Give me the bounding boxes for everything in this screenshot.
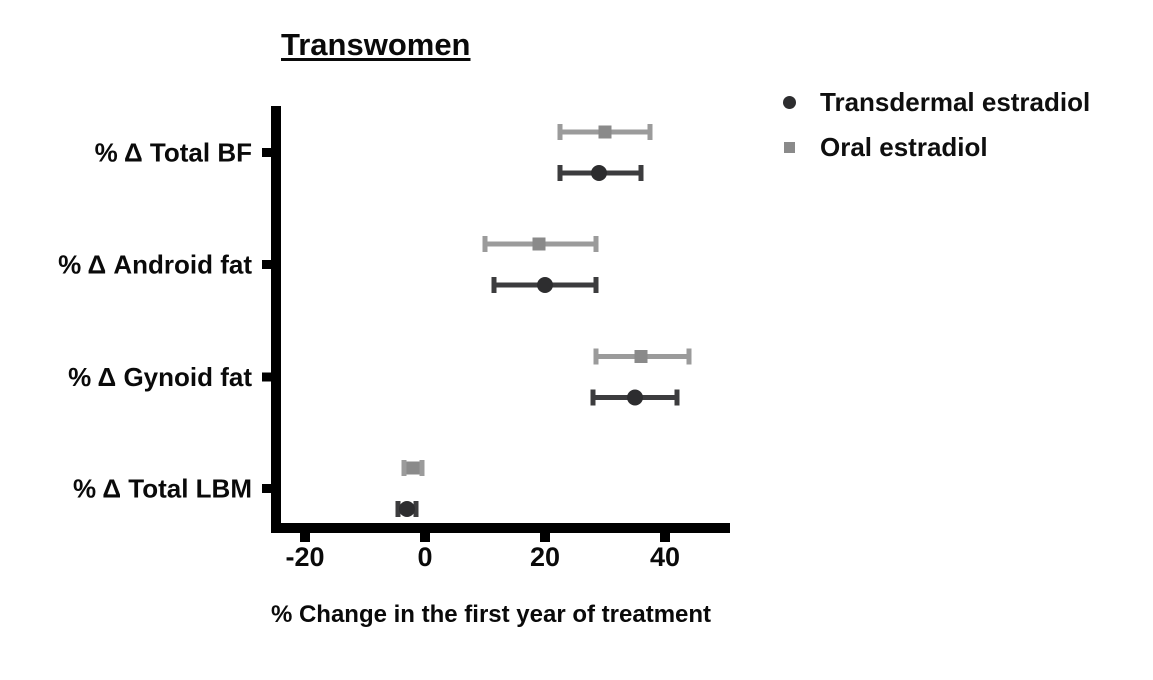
category-label: % Δ Total LBM [73,474,252,504]
x-axis-tick [540,533,550,542]
y-axis-tick [262,260,271,269]
x-tick-label: 0 [417,542,432,572]
x-axis-tick [300,533,310,542]
data-marker-square [532,237,546,251]
data-marker-circle [591,165,607,181]
y-axis-tick [262,148,271,157]
x-axis-tick [660,533,670,542]
circle-marker-icon [783,95,796,109]
y-axis-tick [262,484,271,493]
legend-label-oral: Oral estradiol [820,131,988,162]
data-marker-square [634,350,648,363]
category-label: % Δ Gynoid fat [68,362,252,392]
data-marker-circle [627,389,643,406]
data-marker-square [598,125,612,139]
y-axis-tick [262,372,271,382]
square-marker-icon [784,141,795,153]
legend-item-transdermal-estradiol: Transdermal estradiol [783,86,1090,118]
category-label: % Δ Android fat [58,250,252,280]
legend-label-transdermal: Transdermal estradiol [820,86,1091,117]
category-label: % Δ Total BF [95,138,252,168]
legend: Transdermal estradiol Oral estradiol [783,86,1090,176]
x-axis-tick [420,533,430,542]
x-tick-label: 40 [650,542,680,572]
x-tick-label: 20 [530,542,560,572]
y-axis-line [271,106,281,533]
data-marker-square [406,461,420,475]
x-axis-line [271,523,730,533]
legend-item-oral-estradiol: Oral estradiol [783,131,1090,163]
x-tick-label: -20 [285,542,324,572]
chart-title: Transwomen [281,27,471,62]
data-marker-circle [537,277,553,293]
data-marker-circle [399,501,415,517]
x-axis-label: % Change in the first year of treatment [270,601,712,628]
